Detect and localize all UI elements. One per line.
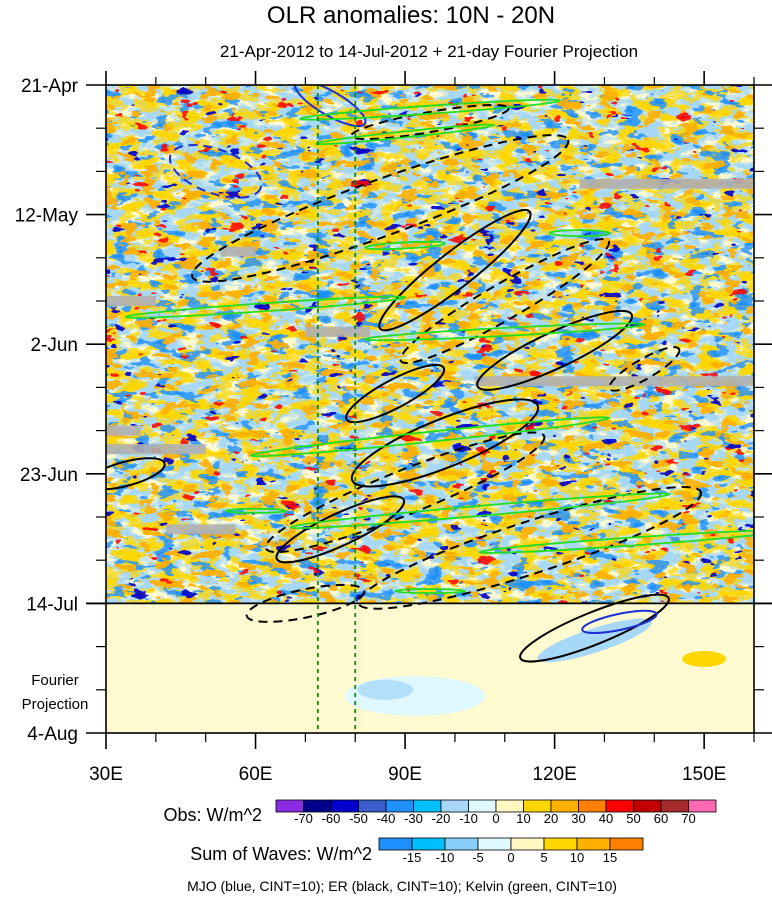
er-contour-dashed (357, 485, 703, 610)
waves-legend: -15 -10 -5 0 5 10 15 (378, 837, 644, 865)
legend-swatch (688, 799, 717, 813)
legend-level-label: -5 (472, 850, 484, 865)
kelvin-contour (548, 229, 611, 238)
kelvin-contour (224, 507, 287, 514)
kelvin-contour (289, 492, 671, 530)
legend-level-label: -30 (404, 811, 423, 826)
plot-frame (105, 84, 755, 734)
kelvin-contour (299, 98, 561, 121)
legend-level-label: -40 (377, 811, 396, 826)
obs-legend: -70 -60 -50 -40 -30 -20 -10 0 10 20 30 40 50 60 70 (275, 799, 717, 826)
reference-lines (316, 85, 357, 733)
y-tick-label: 2-Jun (30, 335, 78, 356)
wave-contours (106, 85, 754, 663)
y-tick-label: 4-Aug (27, 724, 78, 745)
missing-data-bar (165, 524, 236, 535)
legend-level-label: -70 (294, 811, 313, 826)
y-tick-label: 14-Jul (26, 594, 78, 615)
legend-level-label: 0 (492, 811, 499, 826)
legend-level-label: 10 (516, 811, 530, 826)
kelvin-contour (124, 295, 407, 319)
er-contour (519, 593, 670, 663)
legend-level-label: -60 (322, 811, 341, 826)
legend-level-label: 40 (599, 811, 613, 826)
missing-data-bar (305, 326, 371, 337)
legend-level-label: -20 (432, 811, 451, 826)
contour-note: MJO (blue, CINT=10); ER (black, CINT=10)… (187, 878, 617, 894)
legend-swatch (609, 837, 644, 851)
legend-level-label: 30 (571, 811, 585, 826)
missing-data-bar (579, 178, 754, 189)
legend-swatch (543, 837, 578, 851)
legend-level-label: 10 (570, 850, 584, 865)
er-contour-dashed (608, 346, 681, 392)
legend-level-label: 15 (603, 850, 617, 865)
legend-swatch (576, 837, 611, 851)
mjo-contour-dashed (168, 144, 263, 199)
missing-data-bar (106, 444, 206, 455)
legend-swatch (510, 837, 545, 851)
legend-level-label: 5 (540, 850, 547, 865)
chart-subtitle: 21-Apr-2012 to 14-Jul-2012 + 21-day Four… (220, 42, 638, 61)
observed-anomaly-shading (106, 85, 754, 604)
x-tick-label: 60E (239, 764, 273, 785)
er-contour (350, 398, 540, 488)
y-tick-label: 12-May (15, 206, 79, 227)
legend-level-label: -10 (436, 850, 455, 865)
projection-warm (682, 650, 727, 667)
obs-legend-label: Obs: W/m^2 (164, 805, 262, 825)
legend-level-label: 50 (626, 811, 640, 826)
projection-label-line1: Fourier (31, 672, 79, 689)
kelvin-contour (478, 529, 754, 554)
kelvin-contour (394, 588, 466, 594)
x-tick-label: 30E (89, 764, 123, 785)
missing-data-bar (474, 376, 754, 387)
plot-field (106, 85, 754, 733)
x-tick-label: 150E (682, 764, 726, 785)
missing-data-bar (106, 425, 141, 436)
er-contour-dashed (245, 583, 366, 623)
kelvin-contour (314, 123, 496, 146)
legend-level-label: 0 (507, 850, 514, 865)
projection-label-line2: Projection (22, 696, 89, 713)
mjo-contour (581, 609, 658, 635)
legend-level-label: 60 (654, 811, 668, 826)
er-contour (345, 363, 446, 424)
waves-legend-label: Sum of Waves: W/m^2 (190, 844, 372, 864)
axes: 21-Apr 12-May 2-Jun 23-Jun 14-Jul 4-Aug 30E 60E… (15, 71, 772, 785)
legend-level-label: 70 (681, 811, 695, 826)
legend-swatch (477, 837, 512, 851)
missing-data-bar (220, 246, 256, 257)
y-tick-label: 23-Jun (20, 465, 78, 486)
y-tick-label: 21-Apr (21, 76, 79, 97)
legend-level-label: 20 (544, 811, 558, 826)
anomaly-layer (106, 85, 754, 604)
legend-level-label: -10 (459, 811, 478, 826)
er-contour-dashed (399, 238, 611, 364)
chart-title: OLR anomalies: 10N - 20N (267, 2, 555, 29)
legend-level-label: -15 (403, 850, 422, 865)
x-tick-label: 120E (532, 764, 576, 785)
legend-swatch (378, 837, 413, 851)
er-contour (106, 457, 166, 491)
legend-swatch (444, 837, 479, 851)
legend-level-label: -50 (349, 811, 368, 826)
missing-data-bar (106, 296, 156, 306)
er-contour (275, 495, 406, 564)
kelvin-contour (364, 322, 646, 342)
er-contour-dashed (190, 134, 570, 283)
legend-swatch (411, 837, 446, 851)
projection-cool-core (357, 679, 414, 700)
projection-shading (106, 603, 754, 733)
er-contour (378, 208, 532, 332)
kelvin-contour (364, 240, 446, 251)
kelvin-contour (250, 416, 610, 458)
x-tick-label: 90E (388, 764, 422, 785)
